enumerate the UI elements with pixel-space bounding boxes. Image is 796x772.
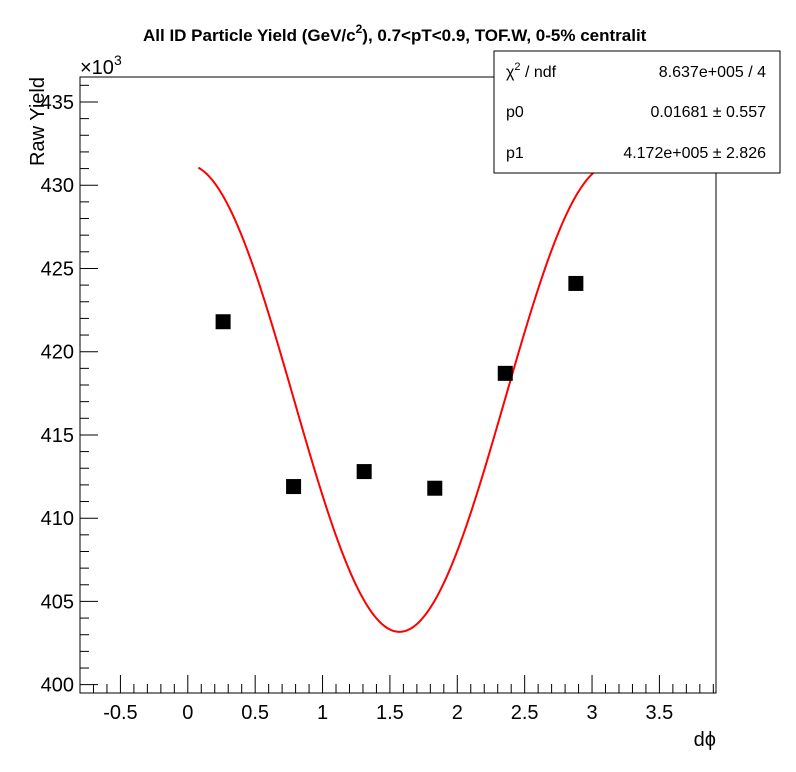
- x-tick-label: 0: [182, 702, 193, 724]
- x-tick-label: 1: [317, 702, 328, 724]
- stats-p1-label: p1: [506, 145, 524, 162]
- data-point: [286, 479, 302, 495]
- data-point: [427, 480, 443, 496]
- y-tick-label: 420: [41, 342, 74, 364]
- x-tick-label: 1.5: [376, 702, 404, 724]
- stats-chi2-value: 8.637e+005 / 4: [659, 64, 766, 81]
- stats-p0-value: 0.01681 ± 0.557: [650, 104, 766, 121]
- chart-title: All ID Particle Yield (GeV/c2), 0.7<pT<0…: [143, 22, 647, 45]
- y-multiplier-label: ×103: [80, 52, 122, 79]
- y-tick-label: 430: [41, 175, 74, 197]
- y-tick-label: 400: [41, 675, 74, 697]
- stats-box: χ2 / ndf 8.637e+005 / 4 p0 0.01681 ± 0.5…: [493, 50, 781, 174]
- data-point: [215, 314, 231, 330]
- data-points: [215, 275, 584, 496]
- stats-chi2-label: χ2 / ndf: [506, 61, 557, 81]
- data-point: [356, 464, 372, 480]
- x-tick-label: 0.5: [241, 702, 269, 724]
- x-axis: -0.5 0 0.5 1 1.5 2 2.5 3 3.5: [92, 675, 714, 724]
- y-axis-title: Raw Yield: [27, 77, 49, 166]
- y-tick-label: 410: [41, 508, 74, 530]
- x-axis-title: dϕ: [694, 729, 716, 751]
- y-tick-label: 405: [41, 591, 74, 613]
- x-tick-label: -0.5: [103, 702, 137, 724]
- x-tick-label: 3.5: [646, 702, 674, 724]
- data-point: [568, 275, 584, 291]
- fit-curve: [197, 166, 602, 633]
- stats-p1-value: 4.172e+005 ± 2.826: [623, 145, 766, 162]
- stats-p0-label: p0: [506, 104, 524, 121]
- y-axis: 400 405 410 415 420 425 430 435: [41, 84, 98, 697]
- x-tick-label: 2: [452, 702, 463, 724]
- y-tick-label: 435: [41, 92, 74, 114]
- data-point: [497, 365, 513, 381]
- x-tick-label: 3: [586, 702, 597, 724]
- x-tick-label: 2.5: [511, 702, 539, 724]
- stats-box-frame: [493, 50, 781, 174]
- y-tick-label: 425: [41, 258, 74, 280]
- y-tick-label: 415: [41, 425, 74, 447]
